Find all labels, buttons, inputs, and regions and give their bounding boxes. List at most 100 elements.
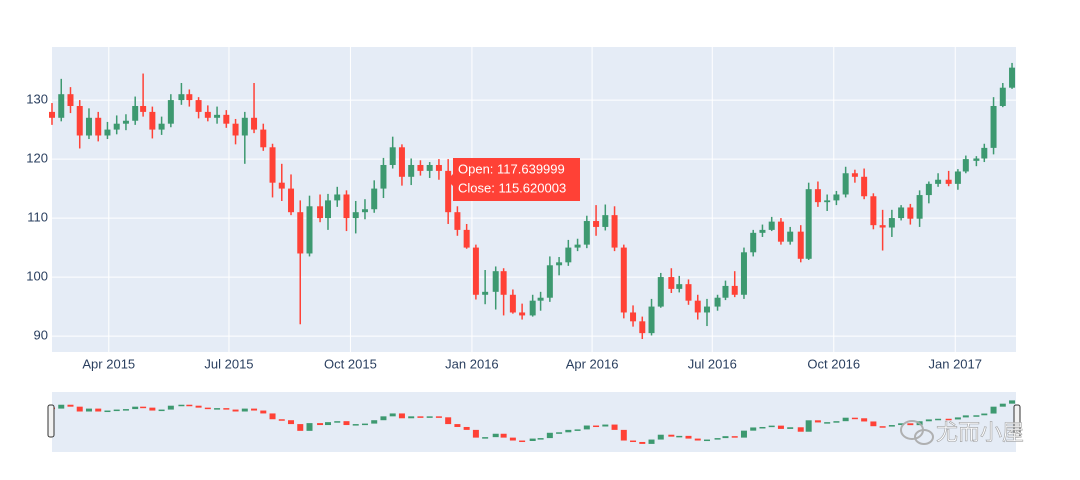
candle-body [132, 105, 139, 121]
candle-body [833, 194, 840, 201]
slider-candle [352, 424, 359, 426]
candle-body [269, 147, 276, 183]
slider-candle [398, 413, 405, 419]
candle-body [158, 123, 165, 130]
candle-body [676, 284, 683, 289]
candle-body [962, 159, 969, 172]
x-tick-label: Apr 2016 [566, 356, 619, 371]
watermark: 尤而小屋 [900, 420, 1024, 445]
candle-body [317, 206, 324, 219]
candle-body [694, 300, 701, 313]
x-tick-label: Apr 2015 [82, 356, 135, 371]
slider-candle [167, 405, 174, 410]
slider-candle [297, 424, 304, 431]
candle-body [214, 114, 221, 118]
slider-candle [417, 416, 424, 418]
slider-candle [76, 406, 83, 412]
slider-candle [186, 404, 193, 407]
candle-body [870, 196, 877, 226]
slider-candle [750, 427, 757, 431]
candle-body [556, 262, 563, 266]
candle-body [380, 164, 387, 189]
slider-candle [990, 406, 997, 414]
candle-body [907, 207, 914, 219]
slider-candle [317, 423, 324, 426]
slider-candle [1009, 400, 1016, 404]
candle-body [768, 221, 775, 230]
candle-body [529, 300, 536, 316]
slider-candle [67, 404, 74, 407]
slider-candle [361, 423, 368, 426]
slider-candle [870, 421, 877, 427]
candle-body [371, 188, 378, 210]
slider-candle [223, 408, 230, 410]
candle-body [722, 285, 729, 298]
x-tick-label: Oct 2015 [324, 356, 377, 371]
slider-candle [288, 420, 295, 425]
slider-candle [703, 439, 710, 442]
candle-body [787, 231, 794, 242]
candle-body [861, 176, 868, 197]
candle-body [500, 271, 507, 295]
candle-body [740, 252, 747, 295]
slider-candle [935, 418, 942, 421]
slider-candle [759, 426, 766, 429]
slider-candle [694, 438, 701, 441]
candle-body [122, 120, 129, 124]
candle-body [973, 158, 980, 161]
slider-candle [278, 419, 285, 421]
range-slider[interactable] [52, 392, 1016, 452]
candle-body [935, 179, 942, 184]
candle-body [76, 105, 83, 136]
candle-body [435, 164, 442, 171]
slider-candle [371, 420, 378, 424]
candle-body [241, 117, 248, 136]
candle-body [648, 306, 655, 334]
candle-body [916, 195, 923, 219]
slider-candle [954, 417, 961, 420]
slider-candle [58, 404, 65, 409]
slider-handle-left[interactable] [47, 404, 55, 438]
x-tick-label: Jul 2015 [204, 356, 253, 371]
slider-candle [426, 416, 433, 418]
candle-body [805, 189, 812, 259]
x-tick-label: Jul 2016 [688, 356, 737, 371]
candle-body [417, 164, 424, 171]
hover-close: Close: 115.620003 [458, 180, 566, 195]
slider-candle [85, 408, 92, 412]
slider-candle [380, 416, 387, 421]
candle-body [140, 105, 147, 112]
y-tick-label: 130 [26, 92, 48, 107]
slider-candle [343, 421, 350, 426]
hover-open: Open: 117.639999 [458, 161, 565, 176]
candle-body [472, 247, 479, 295]
candle-body [657, 277, 664, 307]
slider-candle [509, 437, 516, 441]
slider-candle [132, 406, 139, 410]
candle-body [824, 200, 831, 203]
candle-body [178, 94, 185, 101]
candle-body [95, 117, 102, 136]
candle-body [574, 244, 581, 248]
slider-candle [241, 408, 248, 412]
slider-candle [657, 434, 664, 440]
candle-body [113, 123, 120, 130]
candle-body [324, 200, 331, 219]
slider-candle [879, 426, 886, 428]
watermark-icon [914, 429, 934, 445]
candle-body [195, 100, 202, 112]
candle-body [398, 147, 405, 177]
slider-candle [787, 427, 794, 429]
candle-body [519, 312, 526, 316]
slider-candle [537, 438, 544, 440]
slider-candle [731, 436, 738, 438]
candle-body [583, 221, 590, 245]
candle-body [104, 129, 111, 136]
slider-candle [445, 417, 452, 425]
slider-candle [925, 419, 932, 422]
slider-candle [269, 413, 276, 420]
slider-candle [797, 427, 804, 432]
slider-handle-right[interactable] [1013, 404, 1021, 438]
candle-body [685, 284, 692, 301]
